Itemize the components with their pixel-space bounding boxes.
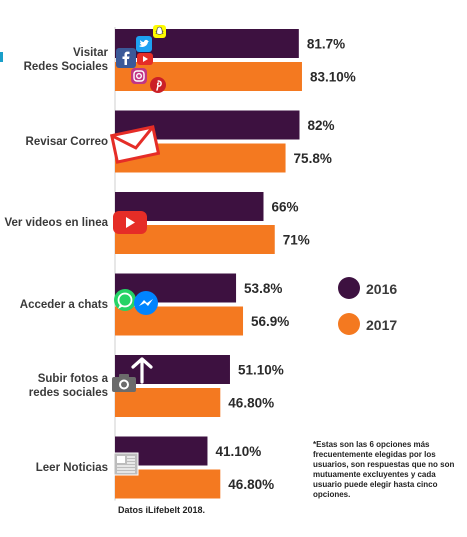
value-label-2017-3: 56.9% xyxy=(251,314,289,329)
legend-label-2016: 2016 xyxy=(366,281,398,297)
messenger-icon xyxy=(134,291,158,315)
value-label-2016-3: 53.8% xyxy=(244,281,282,296)
footnote: *Estas son las 6 opciones más frecuentem… xyxy=(313,440,455,499)
value-label-2016-4: 51.10% xyxy=(238,363,284,378)
value-label-2017-1: 75.8% xyxy=(294,151,332,166)
newspaper-icon xyxy=(113,452,139,476)
whatsapp-icon xyxy=(114,289,136,311)
value-label-2017-5: 46.80% xyxy=(228,477,274,492)
category-label-5: Leer Noticias xyxy=(35,461,108,474)
bar-2017-4 xyxy=(115,388,221,417)
value-label-2016-1: 82% xyxy=(308,118,335,133)
value-label-2016-5: 41.10% xyxy=(215,444,261,459)
value-label-2017-0: 83.10% xyxy=(310,70,356,85)
play-icon xyxy=(113,211,147,234)
category-label-3: Acceder a chats xyxy=(19,298,108,311)
camera-icon xyxy=(112,374,136,392)
youtube-icon xyxy=(137,53,153,65)
edge-accent xyxy=(0,52,3,62)
source-note: Datos iLifebelt 2018. xyxy=(118,505,206,515)
legend-dot-2017 xyxy=(338,313,360,335)
category-label-0: Visitar Redes Sociales xyxy=(23,47,108,73)
mail-icon xyxy=(110,125,160,164)
facebook-icon xyxy=(116,48,136,68)
legend-label-2017: 2017 xyxy=(366,317,398,333)
value-label-2017-2: 71% xyxy=(283,233,310,248)
category-label-2: Ver videos en linea xyxy=(4,217,108,229)
pinterest-icon xyxy=(150,77,166,93)
value-label-2017-4: 46.80% xyxy=(228,396,274,411)
value-label-2016-0: 81.7% xyxy=(307,37,345,52)
upload-arrow-icon xyxy=(131,357,153,384)
bar-2017-3 xyxy=(115,306,244,336)
snapchat-icon xyxy=(153,25,166,38)
legend-dot-2016 xyxy=(338,277,360,299)
category-label-4: Subir fotos a redes sociales xyxy=(28,373,108,399)
value-label-2016-2: 66% xyxy=(272,200,299,215)
instagram-icon xyxy=(131,68,147,84)
twitter-icon xyxy=(136,36,152,52)
category-label-1: Revisar Correo xyxy=(25,135,108,148)
